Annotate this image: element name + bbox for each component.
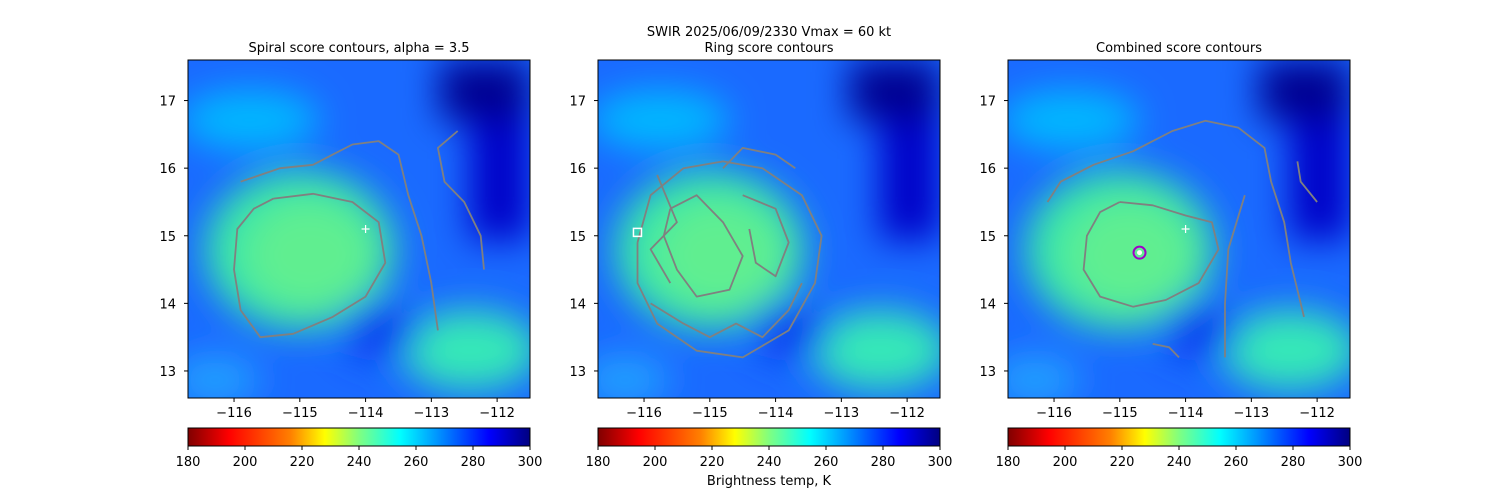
x-tick-label: −116 <box>626 406 662 421</box>
panel-combined: Combined score contours −116 −115 −114 −113… <box>979 41 1362 470</box>
y-tick-label: 17 <box>979 95 996 110</box>
y-tick-label: 16 <box>569 162 586 177</box>
plot-frame <box>597 59 941 399</box>
colorbar-tick-label: 180 <box>996 455 1021 470</box>
y-tick-label: 14 <box>159 297 176 312</box>
colorbar-tick-label: 280 <box>1281 455 1306 470</box>
y-tick-label: 16 <box>979 162 996 177</box>
colorbar-tick-label: 180 <box>586 455 611 470</box>
center-plus-marker <box>1181 225 1190 233</box>
colorbar-tick-label: 220 <box>290 455 315 470</box>
y-tick-label: 15 <box>569 230 586 245</box>
colorbar-tick-label: 220 <box>1110 455 1135 470</box>
panel-title: Spiral score contours, alpha = 3.5 <box>248 41 469 56</box>
x-tick-label: −116 <box>1036 406 1072 421</box>
x-tick-label: −114 <box>348 406 384 421</box>
contour-line <box>1082 201 1220 308</box>
x-tick-label: −115 <box>692 406 728 421</box>
colorbar-tick-label: 220 <box>700 455 725 470</box>
x-tick-label: −114 <box>758 406 794 421</box>
contour-line <box>1046 119 1305 318</box>
y-tick-label: 13 <box>979 365 996 380</box>
y-tick-label: 17 <box>159 95 176 110</box>
x-tick-label: −114 <box>1168 406 1204 421</box>
panel-title: Combined score contours <box>1096 41 1262 56</box>
y-tick-label: 13 <box>159 365 176 380</box>
contour-line <box>437 130 485 270</box>
panel-ring: Ring score contours −116 −115 −114 −113 −112… <box>569 41 952 489</box>
heatmap-image <box>188 60 530 398</box>
colorbar-tick-label: 240 <box>1167 455 1192 470</box>
colorbar-tick-label: 240 <box>347 455 372 470</box>
colorbar-tick-label: 260 <box>1224 455 1249 470</box>
colorbar <box>597 427 941 447</box>
colorbar-label: Brightness temp, K <box>707 474 832 489</box>
colorbar <box>187 427 531 447</box>
y-tick-label: 14 <box>569 297 586 312</box>
center-plus-marker <box>361 225 370 233</box>
contour-line <box>662 194 744 298</box>
x-tick-label: −115 <box>1102 406 1138 421</box>
colorbar-tick-label: 200 <box>643 455 668 470</box>
x-tick-label: −113 <box>413 406 449 421</box>
panel-title: Ring score contours <box>704 41 833 56</box>
square-marker <box>632 227 643 238</box>
y-tick-label: 13 <box>569 365 586 380</box>
x-tick-label: −113 <box>823 406 859 421</box>
colorbar-tick-label: 260 <box>814 455 839 470</box>
y-tick-label: 17 <box>569 95 586 110</box>
x-tick-label: −116 <box>216 406 252 421</box>
colorbar-tick-label: 300 <box>928 455 953 470</box>
contour-line <box>233 192 387 339</box>
x-tick-label: −112 <box>479 406 515 421</box>
colorbar-tick-label: 180 <box>176 455 201 470</box>
contour-line <box>240 140 439 331</box>
x-tick-label: −112 <box>1299 406 1335 421</box>
colorbar-tick-label: 200 <box>233 455 258 470</box>
figure-suptitle: SWIR 2025/06/09/2330 Vmax = 60 kt <box>647 25 891 40</box>
x-tick-label: −115 <box>282 406 318 421</box>
contour-line <box>649 174 678 284</box>
contour-line <box>742 194 790 278</box>
plot-frame <box>187 59 531 399</box>
y-tick-label: 15 <box>159 230 176 245</box>
heatmap-image <box>598 60 940 398</box>
colorbar-tick-label: 300 <box>518 455 543 470</box>
colorbar-tick-label: 280 <box>871 455 896 470</box>
y-tick-label: 16 <box>159 162 176 177</box>
colorbar-tick-label: 280 <box>461 455 486 470</box>
contour-line <box>650 282 803 339</box>
contour-line <box>1296 161 1318 203</box>
x-tick-label: −113 <box>1233 406 1269 421</box>
colorbar-tick-label: 300 <box>1338 455 1363 470</box>
x-tick-label: −112 <box>889 406 925 421</box>
y-tick-label: 14 <box>979 297 996 312</box>
contour-line <box>722 147 796 169</box>
colorbar-tick-label: 240 <box>757 455 782 470</box>
heatmap-image <box>1008 60 1350 398</box>
contour-line <box>1224 194 1246 358</box>
y-tick-label: 15 <box>979 230 996 245</box>
colorbar-tick-label: 200 <box>1053 455 1078 470</box>
center-circle-marker <box>1132 245 1147 260</box>
contour-line <box>1152 343 1180 359</box>
plot-frame <box>1007 59 1351 399</box>
panel-spiral: Spiral score contours, alpha = 3.5 −116 −… <box>159 41 542 470</box>
colorbar <box>1007 427 1351 447</box>
center-dot <box>1137 250 1143 256</box>
contour-line <box>636 160 823 359</box>
colorbar-tick-label: 260 <box>404 455 429 470</box>
